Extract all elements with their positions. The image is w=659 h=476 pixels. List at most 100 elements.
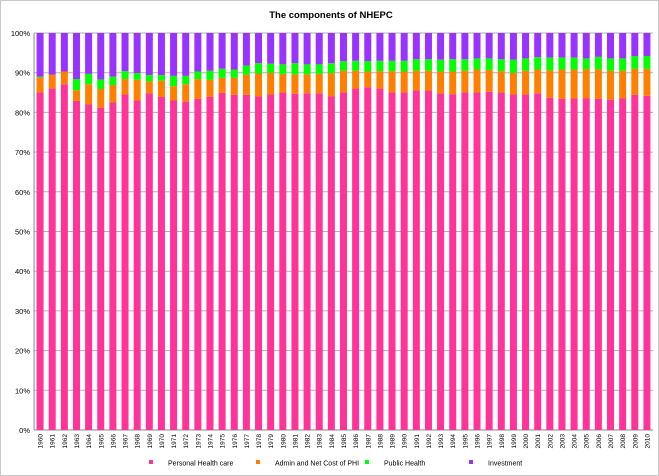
bar-segment-public-health-1998 bbox=[497, 59, 505, 72]
bar-segment-admin-and-net-cost-of-phi-1978 bbox=[255, 73, 263, 97]
x-tick-label: 1986 bbox=[353, 434, 360, 449]
x-tick-label: 1989 bbox=[390, 434, 397, 449]
bar-segment-public-health-2003 bbox=[558, 57, 566, 70]
y-tick-label: 10% bbox=[15, 386, 30, 395]
bar-segment-admin-and-net-cost-of-phi-2009 bbox=[631, 68, 639, 95]
bar-segment-public-health-1981 bbox=[291, 63, 299, 75]
legend-label: Admin and Net Cost of PHI bbox=[275, 461, 359, 468]
legend-label: Public Health bbox=[384, 461, 425, 468]
bar-segment-investment-1973 bbox=[194, 33, 202, 72]
bar-segment-public-health-1977 bbox=[242, 65, 250, 75]
x-tick-label: 1962 bbox=[62, 434, 69, 449]
bar-segment-personal-health-care-1978 bbox=[255, 96, 263, 431]
x-tick-label: 1981 bbox=[292, 434, 299, 449]
x-tick-label: 2001 bbox=[535, 434, 542, 449]
bar-segment-investment-1985 bbox=[340, 33, 347, 62]
x-tick-label: 1980 bbox=[280, 434, 287, 449]
bar-segment-investment-1999 bbox=[509, 33, 517, 60]
bar-segment-public-health-1970 bbox=[157, 75, 165, 81]
bar-segment-personal-health-care-2010 bbox=[643, 95, 651, 430]
bar-segment-admin-and-net-cost-of-phi-1993 bbox=[437, 71, 445, 94]
x-tick-label: 2004 bbox=[572, 434, 579, 449]
bar-segment-public-health-1973 bbox=[194, 71, 202, 80]
bar-segment-investment-2008 bbox=[619, 33, 627, 59]
bar-segment-public-health-1991 bbox=[412, 59, 420, 71]
bar-segment-admin-and-net-cost-of-phi-2010 bbox=[643, 68, 651, 96]
x-tick-label: 2000 bbox=[523, 434, 530, 449]
bar-segment-admin-and-net-cost-of-phi-1963 bbox=[72, 90, 80, 101]
bar-segment-public-health-1979 bbox=[267, 63, 275, 73]
bar-segment-admin-and-net-cost-of-phi-2005 bbox=[582, 69, 590, 99]
bar-segment-investment-1986 bbox=[352, 33, 360, 61]
bar-segment-admin-and-net-cost-of-phi-1985 bbox=[340, 70, 347, 93]
x-tick-label: 1975 bbox=[220, 434, 227, 449]
bar-segment-investment-1965 bbox=[97, 33, 105, 80]
bar-segment-investment-2002 bbox=[546, 33, 554, 58]
bar-segment-investment-1994 bbox=[449, 33, 457, 60]
x-tick-label: 1983 bbox=[317, 434, 324, 449]
bar-segment-public-health-1995 bbox=[461, 59, 469, 71]
bar-segment-admin-and-net-cost-of-phi-1969 bbox=[145, 81, 153, 94]
bar-segment-admin-and-net-cost-of-phi-1999 bbox=[509, 72, 517, 95]
bar-segment-public-health-2001 bbox=[534, 57, 542, 70]
x-tick-label: 2003 bbox=[559, 434, 566, 449]
x-tick-label: 1967 bbox=[123, 434, 130, 449]
bar-segment-admin-and-net-cost-of-phi-1996 bbox=[473, 69, 481, 93]
bar-segment-public-health-1988 bbox=[376, 60, 384, 72]
bar-segment-admin-and-net-cost-of-phi-1992 bbox=[424, 70, 432, 91]
bar-segment-investment-2006 bbox=[594, 33, 602, 57]
bar-segment-personal-health-care-2002 bbox=[546, 97, 554, 430]
bar-segment-investment-1982 bbox=[303, 33, 311, 65]
y-tick-label: 90% bbox=[15, 69, 30, 78]
x-tick-label: 2010 bbox=[644, 434, 651, 449]
bar-segment-public-health-1964 bbox=[85, 73, 93, 85]
bar-segment-public-health-1984 bbox=[327, 63, 335, 74]
bar-segment-investment-1969 bbox=[145, 33, 153, 76]
x-tick-label: 1994 bbox=[450, 434, 457, 449]
x-tick-label: 1960 bbox=[38, 434, 45, 449]
bar-segment-investment-2009 bbox=[631, 33, 639, 57]
x-tick-label: 1974 bbox=[207, 434, 214, 449]
legend-swatch bbox=[469, 460, 473, 464]
bar-segment-personal-health-care-1995 bbox=[461, 92, 469, 431]
bar-segment-admin-and-net-cost-of-phi-1987 bbox=[364, 71, 372, 88]
bar-segment-admin-and-net-cost-of-phi-2002 bbox=[546, 70, 554, 98]
bar-segment-investment-1971 bbox=[170, 33, 178, 76]
bar-segment-personal-health-care-2001 bbox=[534, 93, 542, 431]
bar-segment-public-health-1997 bbox=[485, 58, 493, 70]
bar-segment-personal-health-care-2006 bbox=[594, 98, 602, 430]
bar-segment-personal-health-care-1981 bbox=[291, 93, 299, 430]
bar-segment-admin-and-net-cost-of-phi-1964 bbox=[85, 84, 93, 105]
bar-segment-admin-and-net-cost-of-phi-2006 bbox=[594, 69, 602, 99]
bar-segment-personal-health-care-1989 bbox=[388, 92, 396, 431]
y-tick-label: 30% bbox=[15, 307, 30, 316]
bar-segment-personal-health-care-2009 bbox=[631, 94, 639, 430]
x-tick-label: 2005 bbox=[584, 434, 591, 449]
bar-segment-investment-1990 bbox=[400, 33, 408, 61]
bar-segment-public-health-1987 bbox=[364, 61, 372, 72]
legend-label: Personal Health care bbox=[168, 461, 233, 468]
bar-segment-personal-health-care-2004 bbox=[570, 98, 578, 430]
bar-segment-investment-1996 bbox=[473, 33, 481, 59]
bar-segment-admin-and-net-cost-of-phi-1979 bbox=[267, 72, 275, 95]
x-tick-label: 2009 bbox=[632, 434, 639, 449]
x-tick-label: 1968 bbox=[135, 434, 142, 449]
bar-segment-personal-health-care-1966 bbox=[109, 102, 117, 430]
bar-segment-personal-health-care-1985 bbox=[340, 92, 347, 431]
bar-segment-personal-health-care-1993 bbox=[437, 93, 445, 431]
x-tick-label: 1979 bbox=[268, 434, 275, 449]
bar-segment-public-health-1980 bbox=[279, 64, 287, 74]
x-tick-label: 1996 bbox=[475, 434, 482, 449]
bar-segment-personal-health-care-1968 bbox=[133, 100, 141, 431]
bar-segment-public-health-2007 bbox=[607, 58, 615, 71]
bar-segment-investment-1975 bbox=[218, 33, 226, 69]
x-tick-label: 1987 bbox=[365, 434, 372, 449]
bar-segment-admin-and-net-cost-of-phi-1974 bbox=[206, 79, 214, 97]
bar-segment-personal-health-care-1973 bbox=[194, 98, 202, 430]
bar-segment-public-health-1972 bbox=[182, 75, 190, 85]
bar-segment-personal-health-care-1961 bbox=[48, 88, 56, 430]
bar-segment-admin-and-net-cost-of-phi-2001 bbox=[534, 69, 542, 94]
x-tick-label: 1978 bbox=[256, 434, 263, 449]
bar-segment-admin-and-net-cost-of-phi-1983 bbox=[315, 73, 323, 94]
bar-segment-public-health-1965 bbox=[97, 79, 105, 89]
